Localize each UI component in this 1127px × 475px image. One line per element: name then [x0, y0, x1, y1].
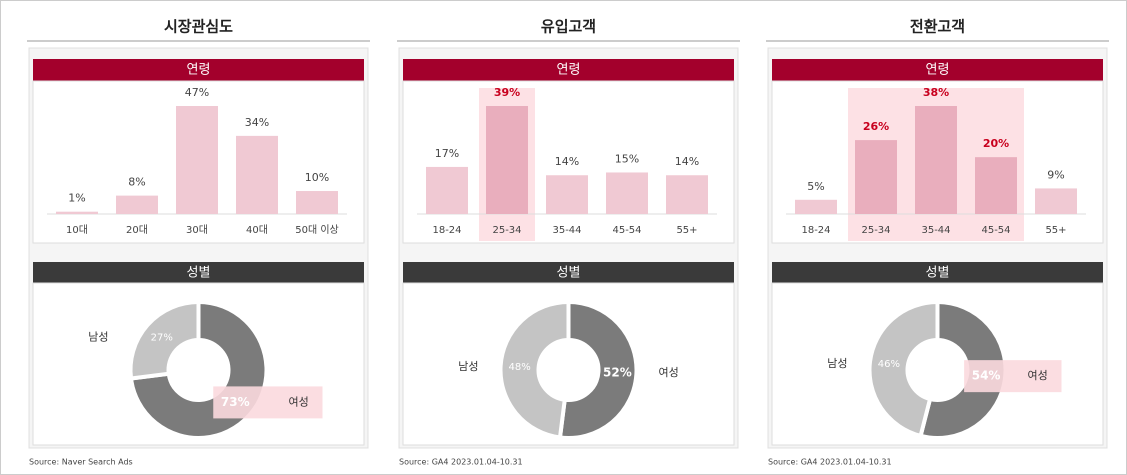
value-label: 46% — [878, 359, 900, 370]
bar — [236, 135, 278, 214]
section-title: 성별 — [557, 266, 581, 281]
x-tick-label: 35-44 — [552, 225, 581, 236]
legend-label: 여성 — [1028, 369, 1048, 382]
bar — [915, 106, 957, 214]
section-title: 연령 — [926, 63, 950, 78]
value-label: 38% — [923, 86, 949, 99]
source-note: Source: Naver Search Ads — [29, 458, 133, 467]
section-header — [403, 262, 734, 283]
bar — [116, 195, 158, 214]
section-header — [772, 59, 1103, 81]
x-tick-label: 55+ — [676, 225, 697, 236]
section-header — [33, 59, 364, 81]
value-label: 47% — [185, 86, 209, 99]
section-title: 성별 — [187, 266, 211, 281]
x-tick-label: 50대 이상 — [295, 224, 339, 236]
bar — [546, 175, 588, 214]
section-header — [403, 59, 734, 81]
legend-label: 여성 — [659, 366, 679, 379]
x-tick-label: 45-54 — [981, 225, 1010, 236]
panel-title: 전환고객 — [910, 18, 965, 36]
value-label: 52% — [603, 366, 632, 380]
bar — [176, 106, 218, 214]
bar — [606, 172, 648, 214]
highlight-box — [964, 360, 1062, 393]
source-note: Source: GA4 2023.01.04-10.31 — [768, 458, 892, 467]
legend-label: 남성 — [88, 331, 108, 344]
value-label: 14% — [675, 155, 699, 168]
section-title: 연령 — [557, 63, 581, 78]
value-label: 8% — [128, 176, 145, 189]
value-label: 48% — [508, 362, 530, 373]
bar — [666, 175, 708, 214]
bar — [795, 199, 837, 214]
legend-label: 여성 — [289, 395, 309, 408]
x-tick-label: 20대 — [126, 224, 148, 236]
x-tick-label: 10대 — [66, 224, 88, 236]
value-label: 27% — [151, 333, 173, 344]
section-title: 성별 — [926, 266, 950, 281]
value-label: 9% — [1047, 168, 1064, 181]
x-tick-label: 45-54 — [612, 225, 641, 236]
x-tick-label: 18-24 — [801, 225, 830, 236]
x-tick-label: 35-44 — [921, 225, 950, 236]
value-label: 39% — [494, 86, 520, 99]
value-label: 10% — [305, 171, 329, 184]
x-tick-label: 30대 — [186, 224, 208, 236]
donut-slice — [498, 299, 571, 440]
section-header — [772, 262, 1103, 283]
value-label: 20% — [983, 137, 1009, 150]
bar — [486, 106, 528, 214]
value-label: 5% — [807, 180, 824, 193]
x-tick-label: 40대 — [246, 224, 268, 236]
x-tick-label: 25-34 — [492, 225, 521, 236]
section-header — [33, 262, 364, 283]
x-tick-label: 18-24 — [432, 225, 461, 236]
value-label: 54% — [972, 369, 1001, 383]
panel-title: 시장관심도 — [164, 18, 233, 36]
bar — [426, 166, 468, 214]
legend-label: 남성 — [827, 357, 847, 370]
legend-label: 남성 — [458, 360, 478, 373]
donut-slice — [867, 299, 940, 439]
bar — [296, 191, 338, 214]
donut-slice — [557, 299, 639, 440]
bar — [1035, 188, 1077, 214]
value-label: 14% — [555, 155, 579, 168]
value-label: 26% — [863, 120, 889, 133]
donut-slice — [128, 299, 201, 381]
source-note: Source: GA4 2023.01.04-10.31 — [399, 458, 523, 467]
bar — [56, 211, 98, 214]
x-tick-label: 25-34 — [861, 225, 890, 236]
bar — [975, 157, 1017, 214]
highlight-box — [213, 386, 323, 419]
bar-area — [402, 80, 735, 244]
value-label: 15% — [615, 152, 639, 165]
value-label: 1% — [68, 192, 85, 205]
value-label: 73% — [221, 395, 250, 409]
bar — [855, 140, 897, 214]
x-tick-label: 55+ — [1045, 225, 1066, 236]
panel-title: 유입고객 — [541, 18, 596, 36]
value-label: 34% — [245, 116, 269, 129]
section-title: 연령 — [187, 63, 211, 78]
value-label: 17% — [435, 147, 459, 160]
